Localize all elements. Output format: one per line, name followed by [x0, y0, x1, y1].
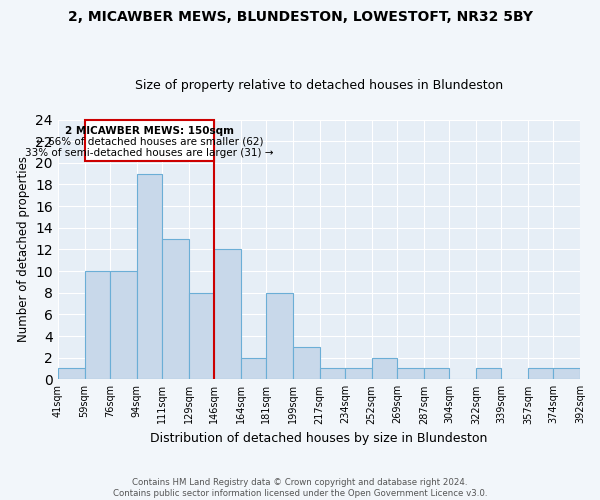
Text: 33% of semi-detached houses are larger (31) →: 33% of semi-detached houses are larger (… — [25, 148, 274, 158]
Bar — [345, 368, 372, 380]
Bar — [189, 292, 214, 380]
Bar — [110, 271, 137, 380]
Bar — [85, 120, 214, 160]
Bar — [162, 238, 189, 380]
Text: Contains HM Land Registry data © Crown copyright and database right 2024.
Contai: Contains HM Land Registry data © Crown c… — [113, 478, 487, 498]
Bar — [553, 368, 580, 380]
Bar — [397, 368, 424, 380]
Bar — [528, 368, 553, 380]
Bar — [85, 271, 110, 380]
Bar — [214, 250, 241, 380]
Text: ← 66% of detached houses are smaller (62): ← 66% of detached houses are smaller (62… — [35, 137, 263, 147]
Bar — [58, 368, 85, 380]
Bar — [476, 368, 501, 380]
Bar — [320, 368, 345, 380]
Bar — [137, 174, 162, 380]
X-axis label: Distribution of detached houses by size in Blundeston: Distribution of detached houses by size … — [150, 432, 488, 445]
Text: 2, MICAWBER MEWS, BLUNDESTON, LOWESTOFT, NR32 5BY: 2, MICAWBER MEWS, BLUNDESTON, LOWESTOFT,… — [67, 10, 533, 24]
Bar — [266, 292, 293, 380]
Bar — [372, 358, 397, 380]
Bar — [241, 358, 266, 380]
Title: Size of property relative to detached houses in Blundeston: Size of property relative to detached ho… — [135, 79, 503, 92]
Bar — [424, 368, 449, 380]
Y-axis label: Number of detached properties: Number of detached properties — [17, 156, 29, 342]
Text: 2 MICAWBER MEWS: 150sqm: 2 MICAWBER MEWS: 150sqm — [65, 126, 234, 136]
Bar — [293, 347, 320, 380]
